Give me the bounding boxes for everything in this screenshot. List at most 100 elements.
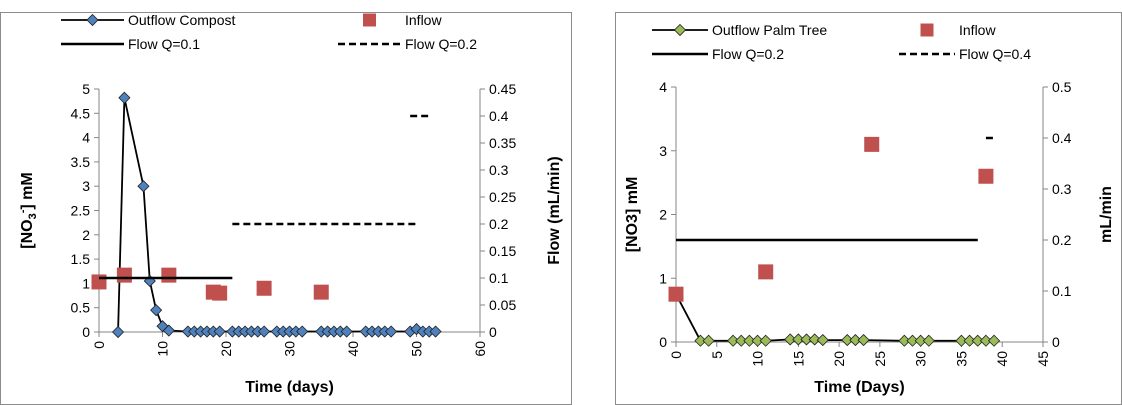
data-point-outflow-palm-tree (702, 334, 715, 347)
x-tick-label: 20 (218, 341, 234, 357)
y-tick-label: 1.5 (71, 251, 91, 267)
chart-border (615, 12, 1122, 405)
data-point-inflow (864, 136, 880, 152)
data-point-outflow-compost (137, 180, 150, 193)
y-tick-label: 1 (659, 270, 667, 286)
data-point-outflow-palm-tree (914, 334, 927, 347)
y-tick-label: 2.5 (71, 203, 91, 219)
y-tick-label: 1 (82, 275, 90, 291)
data-point-outflow-compost (118, 91, 131, 104)
data-point-outflow-compost (150, 304, 163, 317)
chart-panel-palm-tree: 0 1 2 3 4 0 0.1 0.2 0.3 0.4 0.5 0 5 10 15 20 25 30 35 40 45 T… (615, 0, 1122, 405)
x-axis-title: Time (days) (245, 379, 334, 396)
legend-marker-inflow (920, 23, 934, 37)
y2-tick-label: 0 (1052, 334, 1060, 350)
y2-tick-label: 0.4 (489, 108, 509, 124)
data-point-inflow (161, 267, 177, 283)
x-tick-label: 0 (91, 341, 107, 349)
data-point-outflow-palm-tree (727, 334, 740, 347)
chart-panel-compost: 0 0.5 1 1.5 2 2.5 3 3.5 4 4.5 5 0 0.05 0.1 0.15 0.2 0.25… (0, 12, 572, 405)
y-tick-label: 2 (82, 227, 90, 243)
series-line-outflow-palm-tree (675, 293, 995, 342)
chart-compost: 00.511.522.533.544.5500.050.10.150.20.25… (0, 12, 572, 405)
legend-label-flow-q-0-1: Flow Q=0.1 (128, 36, 200, 52)
x-tick-label: 5 (709, 351, 725, 359)
data-point-outflow-compost (340, 325, 353, 338)
data-point-outflow-palm-tree (800, 333, 813, 346)
y-tick-label: 0 (82, 324, 90, 340)
y-axis-title: [NO3-] mM (17, 172, 39, 248)
data-point-inflow (978, 168, 994, 184)
data-point-outflow-palm-tree (955, 334, 968, 347)
data-point-outflow-compost (111, 325, 125, 339)
y2-tick-label: 0.05 (489, 297, 516, 313)
y-tick-label: 3.5 (71, 154, 91, 170)
y2-tick-label: 0.45 (489, 81, 516, 97)
y2-tick-label: 0.1 (1052, 283, 1072, 299)
x-tick-label: 40 (345, 341, 361, 357)
y-tick-label: 4.5 (71, 105, 91, 121)
x-tick-label: 40 (994, 351, 1010, 367)
data-point-inflow (116, 267, 132, 283)
data-point-outflow-palm-tree (971, 334, 984, 347)
legend-label-flow-q-0-4: Flow Q=0.4 (959, 46, 1031, 62)
x-tick-label: 35 (953, 351, 969, 367)
data-point-inflow (212, 285, 228, 301)
x-tick-label: 10 (750, 351, 766, 367)
data-point-outflow-compost (258, 325, 271, 338)
legend-label-outflow-compost: Outflow Compost (128, 12, 235, 28)
legend-label-outflow-palm-tree: Outflow Palm Tree (712, 22, 827, 38)
x-tick-label: 20 (831, 351, 847, 367)
data-point-outflow-palm-tree (906, 334, 919, 347)
x-tick-label: 15 (790, 351, 806, 367)
y-tick-label: 3 (659, 143, 667, 159)
data-point-outflow-palm-tree (694, 334, 707, 347)
data-point-outflow-palm-tree (898, 334, 911, 347)
y-tick-label: 4 (659, 79, 667, 95)
y2-tick-label: 0.2 (489, 216, 509, 232)
data-point-outflow-compost (429, 325, 442, 338)
data-point-outflow-palm-tree (808, 333, 821, 346)
y2-tick-label: 0.5 (1052, 79, 1072, 95)
y-axis-title: [NO3] mM (624, 177, 641, 253)
data-point-inflow (256, 280, 272, 296)
data-point-inflow (668, 286, 684, 302)
data-point-outflow-palm-tree (759, 334, 772, 347)
y-tick-label: 3 (82, 178, 90, 194)
y2-axis-title: Flow (mL/min) (546, 156, 563, 264)
data-point-outflow-palm-tree (841, 334, 854, 347)
x-tick-label: 30 (913, 351, 929, 367)
y2-tick-label: 0.1 (489, 270, 509, 286)
y2-tick-label: 0.15 (489, 243, 516, 259)
legend-label-flow-q-0-2: Flow Q=0.2 (712, 46, 784, 62)
y2-tick-label: 0.3 (489, 162, 509, 178)
data-point-outflow-palm-tree (735, 334, 748, 347)
data-point-inflow (758, 264, 774, 280)
y-tick-label: 0.5 (71, 300, 91, 316)
y-tick-label: 4 (82, 130, 90, 146)
x-tick-label: 30 (282, 341, 298, 357)
y2-tick-label: 0.35 (489, 135, 516, 151)
y2-tick-label: 0.3 (1052, 181, 1072, 197)
series-line-outflow-compost (117, 97, 436, 333)
data-point-outflow-palm-tree (963, 334, 976, 347)
data-point-outflow-compost (296, 325, 309, 338)
y2-tick-label: 0.4 (1052, 130, 1072, 146)
data-point-outflow-palm-tree (784, 333, 797, 346)
y-tick-label: 5 (82, 81, 90, 97)
data-point-outflow-palm-tree (849, 334, 862, 347)
y-tick-label: 0 (659, 334, 667, 350)
x-tick-label: 50 (409, 341, 425, 357)
x-tick-label: 10 (155, 341, 171, 357)
y2-tick-label: 0.25 (489, 189, 516, 205)
legend-marker-outflow-palm-tree (673, 23, 687, 37)
data-point-outflow-palm-tree (816, 334, 829, 347)
data-point-outflow-palm-tree (792, 333, 805, 346)
data-point-outflow-compost (213, 325, 226, 338)
legend-label-inflow: Inflow (405, 12, 442, 28)
x-tick-label: 25 (872, 351, 888, 367)
legend-label-inflow: Inflow (959, 22, 996, 38)
legend-marker-outflow-compost (86, 13, 99, 27)
y-tick-label: 2 (659, 207, 667, 223)
